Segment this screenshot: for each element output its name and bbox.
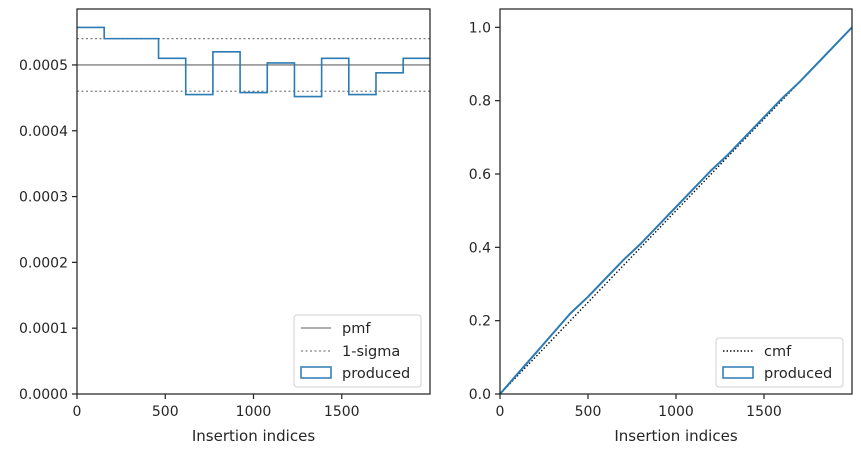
axes-frame xyxy=(76,8,431,395)
x-tick-label: 1500 xyxy=(324,404,360,420)
cmf-plot: 0 500 1000 1500 0.0 0.2 0.4 0.6 0.8 1.0 Insertion … xyxy=(469,8,853,445)
y-tick-label: 0.0004 xyxy=(19,124,68,140)
y-tick-label: 0.0003 xyxy=(19,190,68,206)
y-tick-label: 0.0001 xyxy=(19,321,68,337)
legend-sigma-label: 1-sigma xyxy=(342,344,400,360)
axes-frame xyxy=(499,8,853,395)
x-axis-label: Insertion indices xyxy=(614,427,737,445)
y-tick-label: 0.0002 xyxy=(19,255,68,271)
y-tick-label: 0.0 xyxy=(469,387,491,403)
legend-box xyxy=(293,314,422,388)
legend-produced-label: produced xyxy=(342,366,410,382)
y-tick-label: 0.2 xyxy=(469,314,491,330)
pmf-plot: 0 500 1000 1500 0.0000 0.0001 0.0002 0.0003 0.00… xyxy=(19,8,431,445)
y-tick-label: 0.4 xyxy=(469,240,491,256)
y-tick-label: 0.0000 xyxy=(19,387,68,403)
x-axis-label: Insertion indices xyxy=(192,427,315,445)
x-tick-label: 0 xyxy=(73,404,82,420)
legend-box xyxy=(715,337,844,388)
legend-produced-swatch xyxy=(722,366,754,379)
x-tick-label: 500 xyxy=(152,404,179,420)
y-tick-label: 0.6 xyxy=(469,167,491,183)
y-tick-label: 0.8 xyxy=(469,94,491,110)
x-tick-label: 1500 xyxy=(746,404,782,420)
x-tick-label: 0 xyxy=(496,404,505,420)
x-tick-label: 500 xyxy=(575,404,602,420)
y-tick-label: 1.0 xyxy=(469,20,491,36)
x-tick-label: 1000 xyxy=(658,404,694,420)
x-tick-label: 1000 xyxy=(236,404,272,420)
legend-produced-swatch xyxy=(300,366,332,379)
produced-cumulative-line xyxy=(499,26,853,395)
legend-pmf-label: pmf xyxy=(342,321,371,337)
legend-produced-label: produced xyxy=(764,366,832,382)
y-tick-label: 0.0005 xyxy=(19,58,68,74)
legend-cmf-label: cmf xyxy=(764,344,792,360)
produced-step-histogram xyxy=(77,26,430,98)
